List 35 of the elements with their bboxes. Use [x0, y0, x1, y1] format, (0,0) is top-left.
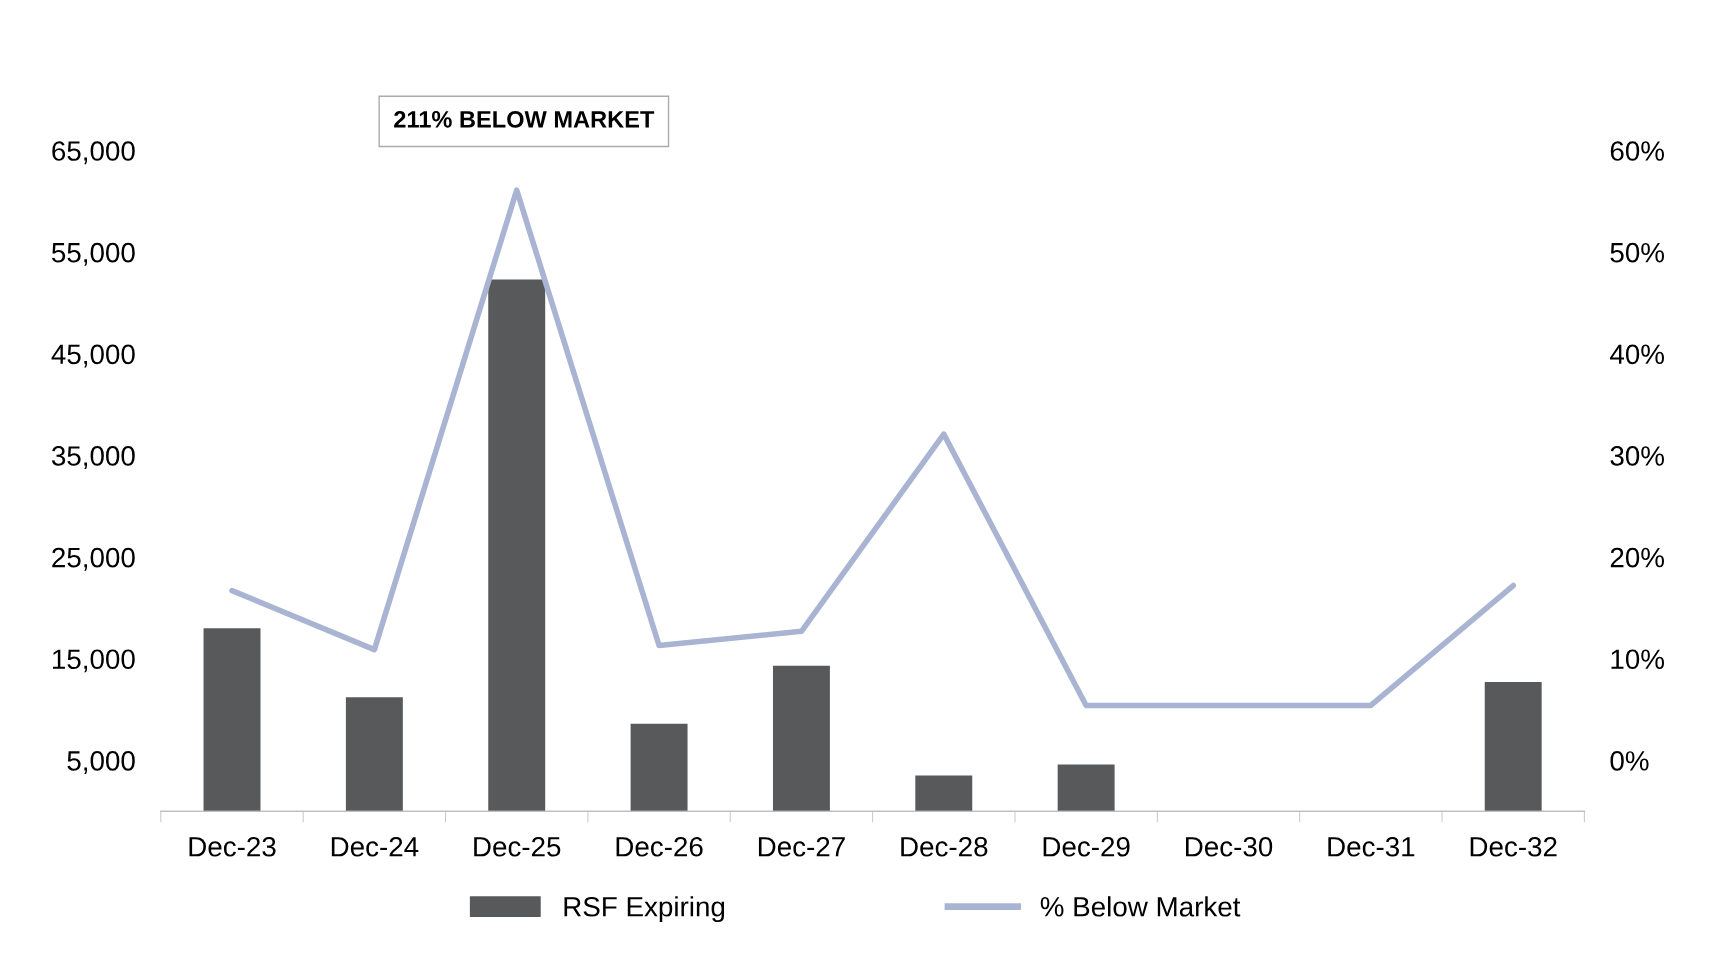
- y2-tick-label: 50%: [1610, 242, 1664, 263]
- y-tick-label: 65,000: [52, 141, 135, 165]
- x-tick-label: Dec-30: [1186, 836, 1273, 857]
- y-tick-label: 25,000: [52, 547, 135, 571]
- y2-tick-label: 20%: [1610, 547, 1664, 568]
- y-tick-label: 5,000: [67, 751, 135, 774]
- bar: [772, 665, 830, 812]
- y2-tick-label: 40%: [1610, 344, 1664, 365]
- x-tick-label: Dec-31: [1328, 836, 1415, 857]
- legend-label: RSF Expiring: [564, 896, 725, 923]
- x-tick-label: Dec-29: [1043, 836, 1130, 857]
- bar: [915, 775, 973, 812]
- y2-tick-label: 60%: [1610, 141, 1664, 161]
- x-tick-label: Dec-24: [331, 836, 419, 857]
- bar: [630, 723, 688, 812]
- bar: [1057, 764, 1115, 812]
- y-tick-label: 55,000: [51, 242, 135, 266]
- annotation: 211% BELOW MARKET: [394, 111, 655, 128]
- y-tick-label: 45,000: [51, 344, 135, 368]
- y2-tick-label: 0%: [1610, 751, 1649, 771]
- x-tick-label: Dec-25: [474, 836, 561, 857]
- bar: [203, 628, 261, 812]
- x-tick-label: Dec-32: [1470, 836, 1557, 857]
- bar: [488, 279, 546, 812]
- y2-tick-label: 30%: [1610, 446, 1664, 466]
- bar: [345, 697, 403, 812]
- y2-tick-label: 10%: [1611, 649, 1664, 670]
- x-tick-label: Dec-28: [901, 836, 988, 857]
- bar: [1484, 682, 1542, 812]
- x-tick-label: Dec-23: [189, 836, 276, 857]
- y-tick-label: 35,000: [51, 446, 135, 470]
- x-tick-label: Dec-27: [758, 836, 845, 857]
- y-tick-label: 15,000: [53, 649, 135, 673]
- legend-label: % Below Market: [1040, 896, 1241, 917]
- x-tick-label: Dec-26: [616, 836, 703, 857]
